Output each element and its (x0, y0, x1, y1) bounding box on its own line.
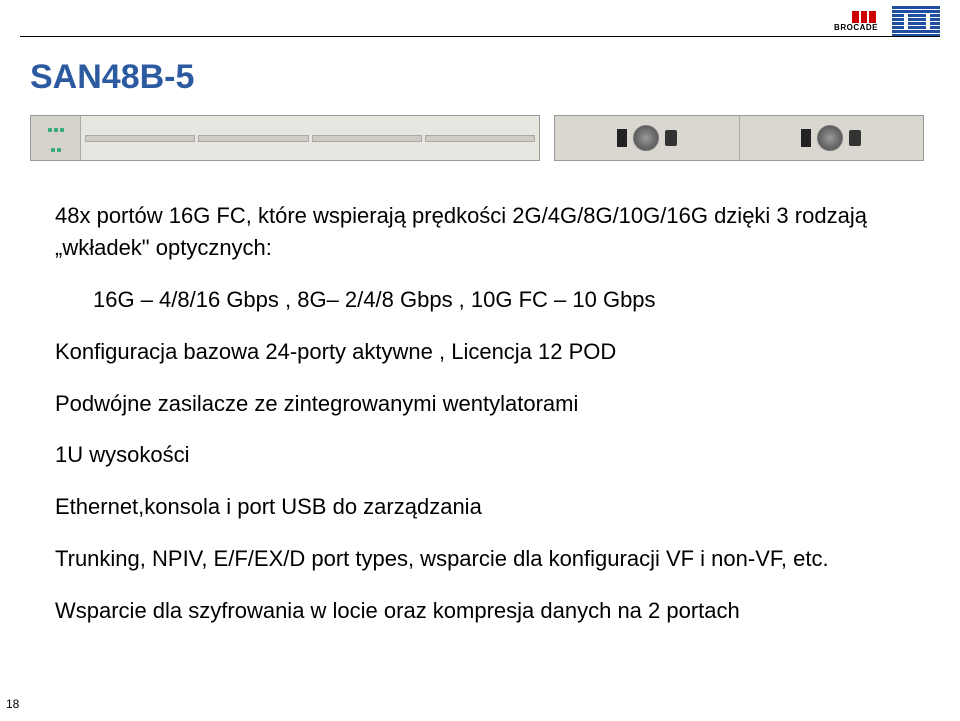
line-5: 1U wysokości (55, 439, 905, 471)
power-socket (849, 130, 861, 146)
ibm-stripe (908, 18, 926, 21)
line-1a: 48x portów 16G FC, które wspierają prędk… (55, 203, 867, 228)
led-row (47, 119, 65, 137)
led-row (50, 139, 62, 157)
brocade-bar (861, 11, 868, 23)
device-rear-view (554, 115, 924, 161)
ibm-logo (892, 6, 940, 37)
line-2: 16G – 4/8/16 Gbps , 8G– 2/4/8 Gbps , 10G… (55, 284, 905, 316)
ibm-stripe (892, 26, 904, 29)
page-title: SAN48B-5 (30, 58, 194, 97)
port-group (312, 135, 422, 142)
line-7: Trunking, NPIV, E/F/EX/D port types, wsp… (55, 543, 905, 575)
page-number: 18 (6, 697, 19, 711)
power-switch (617, 129, 627, 147)
ibm-stripe (908, 22, 926, 25)
device-images (30, 115, 930, 161)
power-socket (665, 130, 677, 146)
port-group (198, 135, 308, 142)
port-group (425, 135, 535, 142)
ibm-stripe (892, 18, 904, 21)
line-8: Wsparcie dla szyfrowania w locie oraz ko… (55, 595, 905, 627)
ibm-stripe (892, 6, 940, 9)
ibm-stripe (908, 26, 926, 29)
line-6: Ethernet,konsola i port USB do zarządzan… (55, 491, 905, 523)
ibm-stripe (930, 22, 940, 25)
ibm-stripe (930, 14, 940, 17)
port-groups (81, 132, 539, 145)
header-rule (20, 36, 940, 37)
device-status-panel (31, 116, 81, 160)
fan-icon (633, 125, 659, 151)
line-3: Konfiguracja bazowa 24-porty aktywne , L… (55, 336, 905, 368)
ibm-stripe (930, 26, 940, 29)
psu-2 (740, 116, 924, 160)
ibm-stripe (892, 22, 904, 25)
ibm-stripe (908, 14, 926, 17)
body-text: 48x portów 16G FC, które wspierają prędk… (55, 200, 905, 647)
ibm-stripe (930, 18, 940, 21)
brocade-name: BROCADE (834, 23, 878, 32)
brocade-bar (869, 11, 876, 23)
fan-icon (817, 125, 843, 151)
brocade-icon (852, 11, 878, 23)
psu-1 (555, 116, 740, 160)
ibm-stripe (892, 30, 940, 33)
device-front-view (30, 115, 540, 161)
brocade-bar (852, 11, 859, 23)
brocade-logo: BROCADE (834, 11, 878, 32)
power-switch (801, 129, 811, 147)
para-1: 48x portów 16G FC, które wspierają prędk… (55, 200, 905, 264)
header-logos: BROCADE (834, 6, 940, 37)
line-4: Podwójne zasilacze ze zintegrowanymi wen… (55, 388, 905, 420)
ibm-stripe (892, 14, 904, 17)
port-group (85, 135, 195, 142)
ibm-stripe (892, 10, 940, 13)
line-1b: „wkładek" optycznych: (55, 235, 272, 260)
